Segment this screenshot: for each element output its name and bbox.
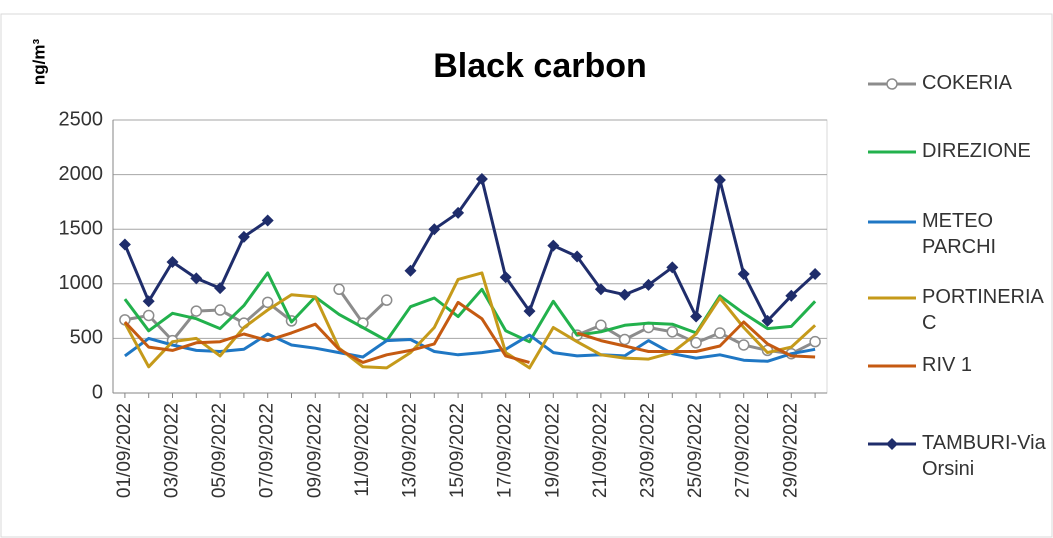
point (690, 337, 702, 349)
point (618, 288, 631, 301)
point (666, 326, 679, 338)
point (618, 333, 631, 346)
point (785, 289, 798, 302)
legend-swatch (868, 150, 916, 154)
x-tick-label: 29/09/2022 (780, 403, 801, 498)
x-tick-label: 17/09/2022 (495, 403, 516, 498)
point (118, 238, 131, 251)
point (594, 283, 607, 296)
y-tick-label: 500 (70, 327, 103, 349)
x-tick-label: 25/09/2022 (685, 403, 706, 498)
point (237, 230, 250, 243)
series-line (123, 271, 817, 344)
point (737, 267, 750, 280)
legend-label: METEO PARCHI (922, 210, 997, 258)
legend-label: PORTINERIA C (922, 286, 1043, 334)
point (452, 206, 465, 219)
point (761, 314, 774, 327)
point (886, 78, 898, 90)
legend-swatch (868, 220, 916, 224)
point (571, 250, 584, 263)
x-tick-label: 15/09/2022 (447, 403, 468, 498)
point (595, 319, 607, 332)
legend-label: DIREZIONE (922, 140, 1031, 162)
point (666, 261, 679, 274)
point (166, 255, 179, 268)
series-line (123, 271, 817, 370)
point (428, 223, 441, 236)
x-tick-label: 19/09/2022 (542, 403, 563, 498)
point (380, 294, 393, 306)
x-tick-label: 05/09/2022 (209, 403, 230, 498)
x-tick-label: 27/09/2022 (733, 403, 754, 498)
legend-label: COKERIA (922, 72, 1013, 94)
y-axis-title: ng/m³ (29, 39, 48, 86)
point (809, 335, 821, 348)
point (261, 214, 274, 227)
point (190, 272, 203, 285)
point (642, 278, 655, 291)
legend-item: DIREZIONE (866, 138, 1047, 164)
y-tick-label: 2500 (59, 108, 104, 130)
legend-item: TAMBURI-Via Orsini (866, 430, 1047, 482)
x-tick-label: 07/09/2022 (257, 403, 278, 498)
legend-label: TAMBURI-Via Orsini (922, 432, 1046, 480)
series-line (124, 332, 816, 363)
legend-item: METEO PARCHI (866, 208, 1047, 260)
chart-title: Black carbon (433, 47, 647, 85)
point (214, 304, 226, 316)
chart-frame (0, 13, 1053, 538)
point (809, 267, 822, 280)
series-line (123, 177, 817, 323)
y-tick-label: 1500 (59, 217, 104, 239)
legend-swatch (868, 78, 916, 90)
point (713, 174, 726, 187)
point (333, 283, 345, 296)
x-tick-label: 11/09/2022 (352, 403, 373, 497)
point (523, 305, 536, 318)
x-tick-label: 23/09/2022 (638, 403, 659, 498)
point (475, 172, 488, 185)
point (499, 271, 512, 284)
legend-item: COKERIA (866, 70, 1047, 96)
x-tick-label: 21/09/2022 (590, 403, 611, 498)
point (690, 310, 703, 323)
y-tick-label: 1000 (59, 272, 104, 294)
series-line (123, 300, 816, 364)
legend-swatch (868, 438, 916, 450)
point (142, 295, 155, 308)
point (261, 296, 274, 309)
legend-label: RIV 1 (922, 354, 973, 376)
legend-item: PORTINERIA C (866, 284, 1047, 336)
point (404, 264, 417, 277)
x-tick-label: 09/09/2022 (304, 403, 325, 498)
point (142, 309, 155, 322)
y-tick-label: 0 (92, 381, 103, 403)
x-tick-label: 01/09/2022 (114, 403, 135, 498)
y-tick-label: 2000 (59, 163, 104, 185)
point (714, 327, 726, 339)
point (190, 305, 203, 317)
point (737, 339, 750, 351)
legend-item: RIV 1 (866, 352, 1047, 378)
x-tick-label: 03/09/2022 (162, 403, 183, 498)
legend-swatch (868, 364, 916, 368)
point (214, 282, 227, 295)
legend-swatch (868, 296, 916, 300)
point (886, 438, 898, 450)
x-tick-label: 13/09/2022 (400, 403, 421, 498)
point (547, 239, 560, 252)
